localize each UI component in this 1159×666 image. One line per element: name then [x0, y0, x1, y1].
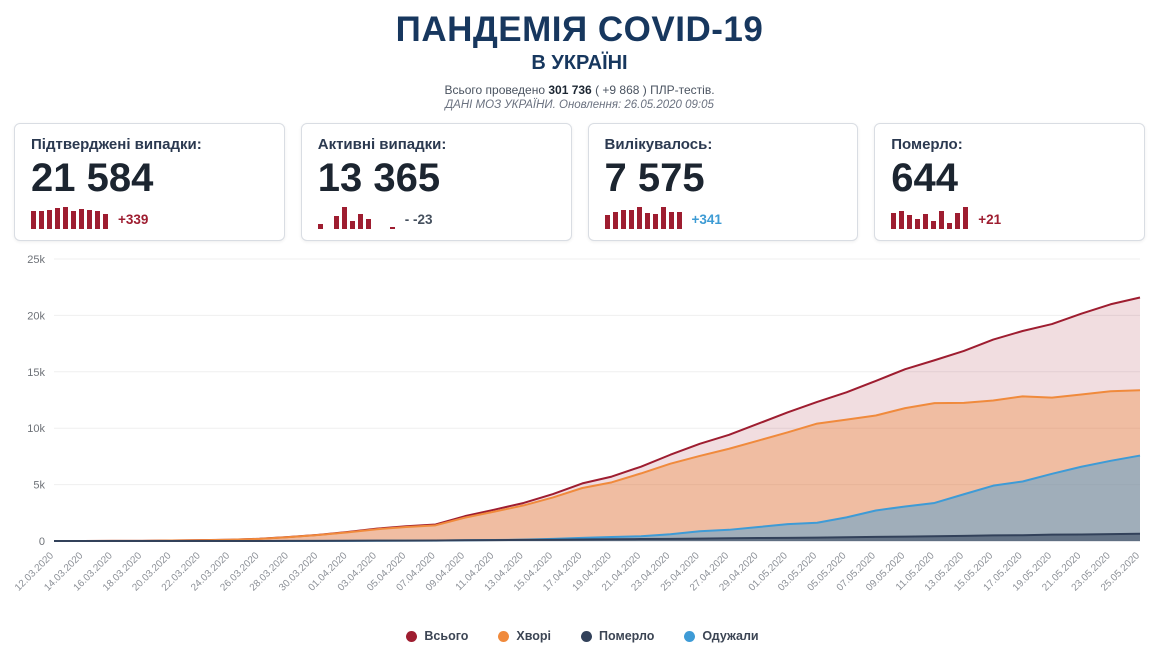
sparkline-bar [357, 214, 363, 229]
sparkline-bar [644, 213, 650, 229]
sparkline-bar [63, 207, 68, 229]
sparkline-bar [907, 215, 913, 229]
stat-card-label: Підтверджені випадки: [31, 136, 202, 153]
sparkline-bar [915, 219, 921, 229]
sparkline-bar [668, 212, 674, 229]
sparkline-bar [652, 214, 658, 229]
stat-card-value: 7 575 [604, 156, 705, 200]
stat-card-footer: +339 [31, 205, 268, 229]
tests-suffix: ПЛР-тестів. [650, 83, 715, 97]
sparkline-bar [333, 216, 339, 229]
svg-text:20k: 20k [27, 310, 45, 322]
stat-card-confirmed: Підтверджені випадки: 21 584 +339 [14, 123, 285, 241]
sparkline-chart [604, 205, 682, 229]
sparkline-bar [341, 207, 347, 229]
sparkline-bar [79, 209, 84, 229]
sparkline-bar [612, 212, 618, 229]
legend-dot-icon [498, 630, 510, 642]
covid-trend-chart[interactable]: 05k10k15k20k25k12.03.202014.03.202016.03… [6, 247, 1154, 633]
svg-text:5k: 5k [33, 480, 45, 492]
legend-label: Всього [424, 629, 469, 643]
sparkline-chart [31, 205, 108, 229]
sparkline-bar [947, 223, 953, 229]
sparkline-bar [604, 215, 610, 229]
tests-delta: ( +9 868 ) [595, 83, 647, 97]
sparkline-bar [39, 211, 44, 229]
tests-summary: Всього проведено 301 736 ( +9 868 ) ПЛР-… [0, 83, 1159, 97]
sparkline-chart [317, 205, 395, 229]
stat-card-value: 21 584 [31, 156, 154, 200]
sparkline-bar [317, 224, 323, 229]
sparkline-bar [899, 211, 905, 229]
stat-card-label: Вилікувалось: [604, 136, 713, 153]
sparkline-bar [939, 211, 945, 229]
stat-card-change: +341 [691, 212, 722, 227]
page-title: ПАНДЕМІЯ COVID-19 [395, 10, 764, 49]
stat-card-footer: - -23 [317, 205, 555, 229]
stat-card-recovered: Вилікувалось: 7 575 +341 [587, 123, 859, 241]
sparkline-bar [923, 214, 929, 229]
sparkline-bar [676, 212, 682, 229]
stat-card-deaths: Померло: 644 +21 [874, 123, 1145, 241]
legend-label: Хворі [516, 629, 551, 643]
legend-item[interactable]: Померло [581, 629, 654, 643]
sparkline-bar [349, 221, 355, 229]
sparkline-bar [103, 214, 108, 229]
sparkline-chart [891, 205, 969, 229]
stat-card-change: - -23 [404, 212, 433, 227]
sparkline-bar [95, 211, 100, 229]
legend-label: Одужали [702, 629, 759, 643]
data-source-line: ДАНІ МОЗ УКРАЇНИ. Оновлення: 26.05.2020 … [445, 99, 714, 111]
stat-card-value: 13 365 [317, 156, 441, 200]
legend-dot-icon [581, 630, 592, 642]
chart-legend: Всього Хворі Померло Одужали [6, 629, 1159, 643]
sparkline-bar [963, 207, 969, 229]
sparkline-bar [55, 208, 60, 229]
legend-dot-icon [684, 630, 696, 642]
stat-card-active: Активні випадки: 13 365 - -23 [300, 123, 572, 241]
sparkline-bar [365, 219, 371, 229]
svg-text:15k: 15k [27, 367, 45, 379]
legend-item[interactable]: Всього [406, 629, 468, 643]
sparkline-bar [47, 210, 52, 229]
tests-prefix: Всього проведено [444, 83, 545, 97]
stat-card-label: Померло: [891, 136, 963, 153]
main-chart-section: 0 5k 10k 15k 20k 25k 12.03.2020 14.03.2020 16.03… [6, 247, 1159, 643]
svg-text:10k: 10k [27, 423, 45, 435]
sparkline-bar [620, 210, 626, 229]
sparkline-bar [931, 221, 937, 229]
page-subtitle: В УКРАЇНІ [531, 52, 628, 74]
stat-card-footer: +21 [891, 205, 1128, 229]
covid-dashboard: ПАНДЕМІЯ COVID-19 В УКРАЇНІ Всього прове… [0, 0, 1159, 643]
sparkline-bar [71, 211, 76, 229]
sparkline-bar [955, 213, 961, 229]
stat-cards-row: Підтверджені випадки: 21 584 +339 Активн… [14, 123, 1145, 241]
stat-card-footer: +341 [604, 205, 842, 229]
sparkline-bar [31, 211, 36, 229]
svg-text:0: 0 [39, 536, 45, 548]
svg-text:25k: 25k [27, 254, 45, 266]
sparkline-bar [660, 207, 666, 229]
legend-dot-icon [406, 630, 418, 642]
sparkline-bar [628, 210, 634, 229]
stat-card-label: Активні випадки: [317, 136, 447, 153]
sparkline-bar [891, 213, 897, 229]
header: ПАНДЕМІЯ COVID-19 В УКРАЇНІ Всього прове… [0, 0, 1159, 111]
sparkline-bar [389, 227, 395, 229]
stat-card-change: +339 [118, 212, 149, 227]
stat-card-change: +21 [978, 212, 1002, 227]
legend-item[interactable]: Хворі [498, 629, 551, 643]
sparkline-bar [636, 207, 642, 229]
legend-item[interactable]: Одужали [684, 629, 759, 643]
stat-card-value: 644 [891, 156, 958, 200]
legend-label: Померло [599, 629, 655, 643]
sparkline-bar [87, 210, 92, 229]
tests-total: 301 736 [548, 83, 592, 97]
